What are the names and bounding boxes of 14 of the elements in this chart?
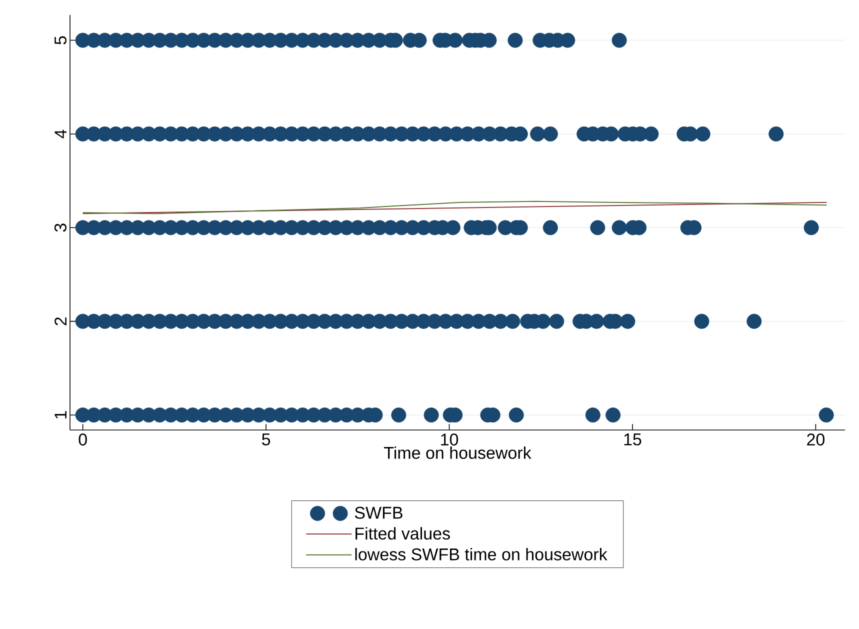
x-tick-label: 5 <box>262 434 270 446</box>
x-axis-title: Time on housework <box>384 446 532 459</box>
y-tick-label: 2 <box>54 317 66 326</box>
legend-label: lowess SWFB time on housework <box>355 548 608 560</box>
x-tick-label: 10 <box>441 434 458 446</box>
y-tick-label: 4 <box>54 130 66 138</box>
legend-label: SWFB <box>354 506 402 519</box>
y-tick-label: 1 <box>54 411 66 418</box>
x-tick-label: 0 <box>78 434 87 446</box>
y-tick-label: 5 <box>54 36 66 44</box>
x-tick-label: 15 <box>624 434 642 446</box>
x-tick-label: 20 <box>807 434 824 446</box>
y-tick-label: 3 <box>54 224 66 232</box>
legend-label: Fitted values <box>356 527 450 540</box>
